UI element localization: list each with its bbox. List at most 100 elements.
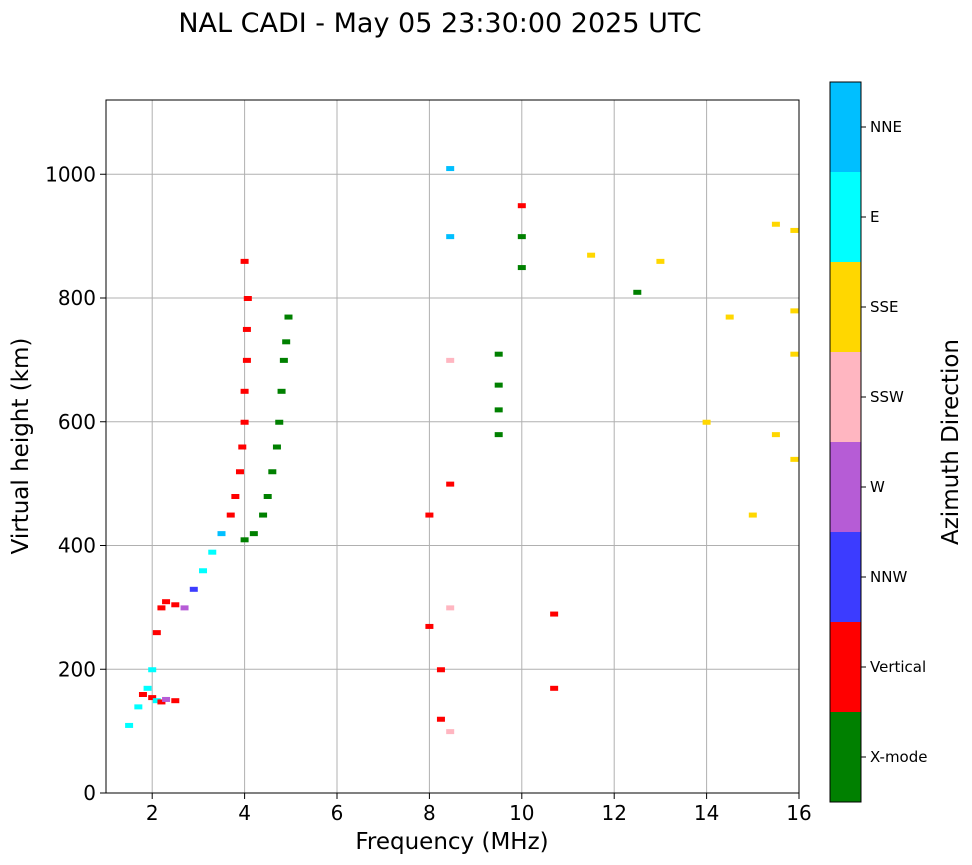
echo-point [517, 265, 526, 271]
echo-point [790, 456, 799, 462]
colorbar-category-label: X-mode [870, 748, 927, 766]
echo-point [494, 432, 503, 438]
colorbar-category-label: NNW [870, 568, 907, 586]
echo-point [138, 692, 147, 697]
echo-point [249, 531, 258, 537]
echo-point [771, 432, 780, 438]
colorbar-category-label: W [870, 478, 885, 496]
echo-point [517, 203, 526, 209]
echo-point [240, 419, 249, 425]
x-tick-label: 10 [509, 801, 534, 825]
x-tick-label: 14 [694, 801, 719, 825]
echo-point [446, 357, 455, 363]
y-tick-label: 0 [83, 781, 96, 805]
colorbar-category-label: NNE [870, 118, 902, 136]
echo-point [436, 716, 445, 722]
grid-lines [106, 100, 800, 794]
echo-point [279, 357, 288, 363]
echo-point [790, 227, 799, 233]
echo-point [208, 549, 217, 555]
echo-point [494, 407, 503, 413]
echo-point [446, 605, 455, 611]
echo-point [152, 630, 161, 636]
echo-point [268, 469, 277, 475]
echo-point [235, 469, 244, 475]
echo-point [152, 698, 161, 704]
echo-point [284, 314, 293, 320]
echo-point [702, 419, 711, 425]
axis-ticks: 2 4 6 8 10 12 14 16 0 200 400 600 800 1000 [45, 162, 812, 825]
y-axis-label: Virtual height (km) [8, 338, 34, 555]
echo-point [238, 444, 247, 450]
x-tick-label: 16 [786, 801, 811, 825]
echo-point [587, 252, 596, 258]
echo-point [550, 611, 559, 617]
echo-point [240, 258, 249, 264]
colorbar-swatch [830, 262, 861, 352]
colorbar-frame [829, 81, 862, 803]
echo-point [425, 623, 434, 629]
x-tick-label: 12 [601, 801, 626, 825]
x-tick-label: 4 [238, 801, 251, 825]
echo-point [171, 698, 180, 704]
echo-point [446, 234, 455, 240]
echo-point [180, 605, 189, 611]
echo-point [656, 258, 665, 264]
colorbar-swatch [830, 622, 861, 712]
colorbar-swatch [830, 82, 861, 172]
colorbar-swatch [830, 442, 861, 532]
echo-point [242, 326, 251, 332]
echo-point [277, 388, 286, 394]
echo-point [242, 357, 251, 363]
x-tick-label: 2 [146, 801, 159, 825]
echo-point [550, 685, 559, 691]
x-tick-label: 8 [423, 801, 436, 825]
echo-point [748, 512, 757, 518]
echo-point [259, 512, 268, 518]
echo-point [240, 388, 249, 394]
x-axis-label: Frequency (MHz) [355, 829, 548, 855]
echo-point [240, 537, 249, 543]
echo-point [771, 221, 780, 227]
echo-point [148, 667, 157, 673]
colorbar-category-label: SSE [870, 298, 899, 316]
echo-point [725, 314, 734, 320]
colorbar-label: Azimuth Direction [938, 339, 964, 545]
colorbar-category-label: E [870, 208, 879, 226]
echo-point [633, 289, 642, 295]
echo-point [446, 481, 455, 487]
x-tick-label: 6 [331, 801, 344, 825]
echo-point [162, 696, 171, 702]
echo-point [148, 695, 157, 701]
colorbar-swatch [830, 172, 861, 262]
echo-point [263, 494, 272, 499]
echo-point [494, 351, 503, 357]
chart-title: NAL CADI - May 05 23:30:00 2025 UTC [178, 8, 701, 39]
echo-point [790, 351, 799, 357]
echo-point [171, 602, 180, 608]
colorbar-swatch [830, 712, 861, 802]
echo-point [243, 296, 252, 301]
echo-point [494, 382, 503, 388]
echo-point [199, 568, 208, 574]
echo-point [143, 685, 152, 691]
y-tick-label: 200 [58, 657, 96, 681]
echo-point [231, 494, 240, 499]
colorbar-category-label: Vertical [870, 658, 926, 676]
echo-point [217, 531, 226, 537]
y-tick-label: 1000 [45, 162, 96, 186]
colorbar: X-mode Vertical NNW W SSW SSE E NNE [829, 81, 927, 803]
y-tick-label: 600 [58, 410, 96, 434]
echo-point [226, 512, 235, 518]
y-tick-label: 400 [58, 534, 96, 558]
colorbar-swatch [830, 532, 861, 622]
echo-point [272, 444, 281, 450]
echo-point [436, 667, 445, 673]
data-marks [125, 166, 799, 735]
echo-point [162, 599, 171, 605]
colorbar-category-label: SSW [870, 388, 904, 406]
echo-point [282, 339, 291, 345]
plot-frame [105, 99, 800, 794]
echo-point [189, 586, 198, 592]
